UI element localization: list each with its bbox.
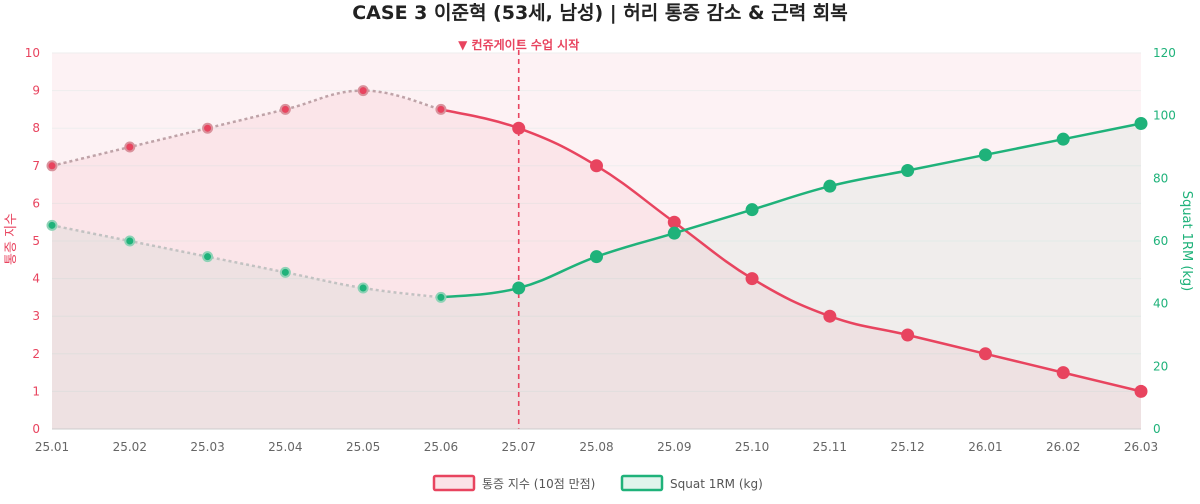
- legend-label-pain: 통증 지수 (10점 만점): [482, 477, 595, 491]
- squat-point-26.03: [1134, 117, 1148, 130]
- squat-point-25.05: [357, 282, 369, 294]
- x-tick-label: 25.02: [113, 440, 147, 454]
- pain-point-26.02: [1056, 366, 1070, 380]
- y-left-tick-label: 10: [25, 46, 40, 60]
- series-points: [46, 85, 1148, 398]
- x-tick-label: 25.07: [502, 440, 536, 454]
- x-tick-label: 25.08: [579, 440, 613, 454]
- x-tick-label: 26.02: [1046, 440, 1080, 454]
- chart-title: CASE 3 이준혁 (53세, 남성) | 허리 통증 감소 & 근력 회복: [352, 2, 848, 24]
- squat-point-25.08: [590, 250, 603, 264]
- x-tick-label: 25.03: [190, 440, 224, 454]
- y-left-tick-label: 0: [32, 422, 40, 436]
- y-left-tick-label: 9: [32, 84, 40, 98]
- y-right-tick-label: 0: [1153, 422, 1161, 436]
- y-right-tick-label: 40: [1153, 297, 1168, 311]
- squat-line-after: [440, 122, 1142, 299]
- squat-point-25.02: [124, 235, 136, 247]
- x-tick-label: 25.05: [346, 440, 380, 454]
- legend-swatch-squat: [620, 474, 664, 492]
- x-tick-label: 26.01: [968, 440, 1002, 454]
- pain-point-26.03: [1134, 384, 1148, 398]
- squat-point-25.03: [202, 251, 214, 263]
- pain-point-25.03: [202, 122, 214, 134]
- x-tick-label: 25.12: [890, 440, 924, 454]
- pain-line-after: [440, 108, 1142, 393]
- y-left-axis-title: 통증 지수: [4, 213, 19, 265]
- y-right-tick-label: 60: [1153, 234, 1168, 248]
- squat-point-25.07: [512, 281, 526, 295]
- pain-point-25.12: [901, 328, 915, 342]
- y-left-tick-label: 7: [32, 159, 40, 173]
- squat-point-25.11: [823, 179, 837, 193]
- squat-point-26.01: [978, 148, 992, 162]
- pain-point-26.01: [978, 347, 992, 361]
- squat-point-25.04: [279, 266, 291, 278]
- squat-area-fill: [52, 123, 1141, 429]
- y-right-tick-label: 80: [1153, 171, 1168, 185]
- y-right-tick-label: 100: [1153, 109, 1176, 123]
- pain-point-25.02: [124, 141, 136, 153]
- squat-point-25.01: [46, 219, 58, 231]
- x-tick-label: 25.09: [657, 440, 691, 454]
- legend: 통증 지수 (10점 만점) Squat 1RM (kg): [432, 474, 763, 492]
- pain-point-25.06: [435, 103, 447, 115]
- x-tick-label: 25.01: [35, 440, 69, 454]
- squat-line-before: [51, 224, 442, 299]
- y-right-tick-label: 120: [1153, 46, 1176, 60]
- pain-point-25.04: [279, 103, 291, 115]
- x-tick-label: 25.10: [735, 440, 769, 454]
- pain-point-25.01: [46, 160, 58, 172]
- gridlines: [52, 52, 1141, 430]
- x-tick-label: 25.06: [424, 440, 458, 454]
- y-left-tick-label: 2: [32, 347, 40, 361]
- x-tick-label: 25.11: [813, 440, 847, 454]
- annotation-label: ▼ 컨쥬게이트 수업 시작: [458, 37, 579, 52]
- pain-point-25.10: [745, 272, 759, 286]
- y-right-axis-title: Squat 1RM (kg): [1179, 191, 1194, 292]
- y-left-tick-label: 3: [32, 309, 40, 323]
- y-left-tick-label: 5: [32, 234, 40, 248]
- y-left-tick-label: 4: [32, 272, 40, 286]
- x-tick-label: 26.03: [1124, 440, 1158, 454]
- y-right-tick-label: 20: [1153, 359, 1168, 373]
- y-left-tick-label: 6: [32, 196, 40, 210]
- pain-point-25.07: [512, 121, 526, 135]
- squat-point-25.12: [901, 164, 915, 177]
- legend-label-squat: Squat 1RM (kg): [670, 477, 763, 491]
- pain-point-25.11: [823, 309, 837, 323]
- legend-swatch-pain: [432, 474, 476, 492]
- pain-point-25.05: [357, 85, 369, 97]
- pain-point-25.09: [667, 215, 681, 229]
- pain-point-25.08: [590, 159, 603, 173]
- x-tick-label: 25.04: [268, 440, 302, 454]
- squat-point-25.09: [667, 226, 681, 240]
- y-left-tick-label: 1: [32, 384, 40, 398]
- squat-point-25.06: [435, 291, 447, 303]
- y-left-tick-label: 8: [32, 121, 40, 135]
- annotation-layer: ▼ 컨쥬게이트 수업 시작: [458, 37, 579, 429]
- squat-point-25.10: [745, 203, 759, 217]
- squat-point-26.02: [1056, 132, 1070, 146]
